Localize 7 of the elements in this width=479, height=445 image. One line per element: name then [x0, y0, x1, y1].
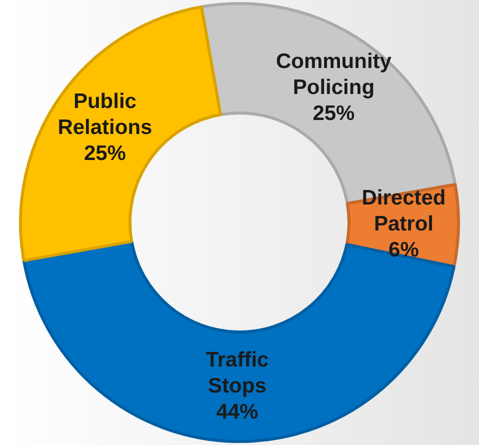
slice-label: Public Relations [58, 90, 152, 140]
slice-label: Community Policing [276, 50, 392, 99]
data-label: 25% [84, 142, 126, 166]
data-label: 25% [312, 102, 356, 125]
data-label: 44% [216, 400, 259, 424]
slice-label: Traffic Stops [206, 348, 270, 398]
slice-label: Directed Patrol [362, 186, 446, 236]
